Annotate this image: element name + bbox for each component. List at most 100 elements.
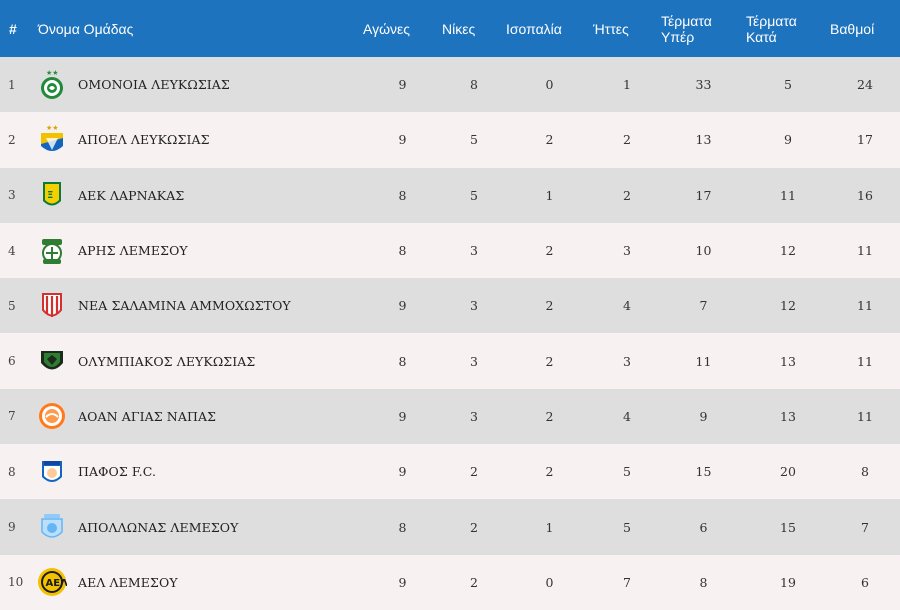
cell-goals-against: 19 <box>780 574 796 590</box>
aoan-logo-icon <box>37 400 67 432</box>
cell-wins: 5 <box>470 132 478 148</box>
cell-team[interactable]: ★★ ΑΠΟΕΛ ΛΕΥΚΩΣΙΑΣ <box>33 112 363 167</box>
cell-losses: 2 <box>623 132 631 148</box>
svg-text:★★: ★★ <box>46 69 59 77</box>
header-losses[interactable]: Ήττες <box>593 20 629 37</box>
cell-played: 8 <box>398 187 407 203</box>
cell-wins: 3 <box>470 243 478 259</box>
header-rank[interactable]: # <box>9 20 17 37</box>
cell-rank: 3 <box>8 188 16 203</box>
cell-played: 9 <box>398 298 407 314</box>
cell-wins: 5 <box>470 187 478 203</box>
cell-losses: 3 <box>623 243 631 259</box>
cell-goals-against: 9 <box>784 132 792 148</box>
header-wins[interactable]: Νίκες <box>442 20 476 37</box>
team-name-link[interactable]: ΑΠΟΛΛΩΝΑΣ ΛΕΜΕΣΟΥ <box>78 519 239 535</box>
cell-rank: 7 <box>8 409 16 424</box>
cell-played: 8 <box>398 519 407 535</box>
team-name-link[interactable]: ΑΟΑΝ ΑΓΙΑΣ ΝΑΠΑΣ <box>78 408 217 424</box>
cell-points: 11 <box>857 243 873 259</box>
cell-losses: 4 <box>623 298 631 314</box>
cell-goals-against: 5 <box>784 77 792 93</box>
team-name-link[interactable]: ΝΕΑ ΣΑΛΑΜΙΝΑ ΑΜΜΟΧΩΣΤΟΥ <box>78 298 291 314</box>
table-row: 6 ΟΛΥΜΠΙΑΚΟΣ ΛΕΥΚΩΣΙΑΣ 8 3 2 3 11 13 11 <box>0 333 900 389</box>
cell-points: 24 <box>857 77 873 93</box>
cell-played: 9 <box>398 132 407 148</box>
cell-rank: 6 <box>8 354 16 369</box>
cell-team[interactable]: ΑΟΑΝ ΑΓΙΑΣ ΝΑΠΑΣ <box>33 389 363 444</box>
header-goals-for-line1: Τέρματα <box>661 12 712 29</box>
cell-losses: 5 <box>623 519 631 535</box>
cell-draws: 2 <box>545 408 554 424</box>
cell-rank: 1 <box>8 77 16 92</box>
cell-team[interactable]: ΑΕΛ ΑΕΛ ΛΕΜΕΣΟΥ <box>33 555 363 610</box>
cell-goals-for: 7 <box>699 298 708 314</box>
cell-goals-for: 33 <box>695 77 712 93</box>
cell-draws: 2 <box>545 353 554 369</box>
cell-goals-against: 12 <box>780 298 796 314</box>
apoel-logo-icon: ★★ <box>37 124 67 156</box>
cell-wins: 8 <box>470 77 478 93</box>
team-name-link[interactable]: ΑΕΚ ΛΑΡΝΑΚΑΣ <box>78 187 185 203</box>
cell-goals-against: 20 <box>780 464 796 480</box>
cell-losses: 2 <box>623 187 631 203</box>
nea-salamina-logo-icon <box>37 290 67 322</box>
header-team[interactable]: Όνομα Ομάδας <box>38 20 134 37</box>
team-name-link[interactable]: ΟΛΥΜΠΙΑΚΟΣ ΛΕΥΚΩΣΙΑΣ <box>78 353 256 369</box>
cell-goals-for: 6 <box>699 519 708 535</box>
cell-team[interactable]: ΑΠΟΛΛΩΝΑΣ ΛΕΜΕΣΟΥ <box>33 499 363 554</box>
team-name-link[interactable]: ΟΜΟΝΟΙΑ ΛΕΥΚΩΣΙΑΣ <box>78 77 230 93</box>
cell-points: 7 <box>861 519 869 535</box>
header-goals-against[interactable]: Τέρματα Κατά <box>746 0 830 57</box>
team-name-link[interactable]: ΑΕΛ ΛΕΜΕΣΟΥ <box>78 574 178 590</box>
header-goals-against-line2: Κατά <box>746 28 777 45</box>
team-name-link[interactable]: ΑΡΗΣ ΛΕΜΕΣΟΥ <box>78 243 188 259</box>
apollon-logo-icon <box>37 511 67 543</box>
cell-team[interactable]: ΟΛΥΜΠΙΑΚΟΣ ΛΕΥΚΩΣΙΑΣ <box>33 333 363 388</box>
table-row: 4 ΑΡΗΣ ΛΕΜΕΣΟΥ 8 3 2 3 10 12 11 <box>0 222 900 279</box>
cell-team[interactable]: ΝΕΑ ΣΑΛΑΜΙΝΑ ΑΜΜΟΧΩΣΤΟΥ <box>33 278 363 333</box>
cell-team[interactable]: ΑΡΗΣ ΛΕΜΕΣΟΥ <box>33 223 363 278</box>
header-draws[interactable]: Ισοπαλία <box>506 20 562 37</box>
cell-played: 9 <box>398 574 407 590</box>
cell-goals-against: 13 <box>780 408 796 424</box>
cell-team[interactable]: ★★ ΟΜΟΝΟΙΑ ΛΕΥΚΩΣΙΑΣ <box>33 57 363 112</box>
header-goals-for[interactable]: Τέρματα Υπέρ <box>661 0 746 57</box>
table-row: 10 ΑΕΛ ΑΕΛ ΛΕΜΕΣΟΥ 9 2 0 7 8 19 6 <box>0 554 900 610</box>
cell-draws: 1 <box>545 187 554 203</box>
cell-rank: 10 <box>8 575 24 590</box>
cell-points: 11 <box>857 353 873 369</box>
cell-goals-against: 12 <box>780 243 796 259</box>
cell-draws: 2 <box>545 298 554 314</box>
header-goals-for-line2: Υπέρ <box>661 28 695 45</box>
ael-logo-icon: ΑΕΛ <box>37 566 67 598</box>
cell-draws: 2 <box>545 132 554 148</box>
table-row: 3 Ξ ΑΕΚ ΛΑΡΝΑΚΑΣ 8 5 1 2 17 11 16 <box>0 167 900 223</box>
cell-goals-against: 13 <box>780 353 796 369</box>
cell-goals-for: 10 <box>695 243 712 259</box>
cell-rank: 8 <box>8 464 16 479</box>
cell-draws: 1 <box>545 519 554 535</box>
header-goals-against-line1: Τέρματα <box>746 12 797 29</box>
table-row: 5 ΝΕΑ ΣΑΛΑΜΙΝΑ ΑΜΜΟΧΩΣΤΟΥ 9 3 2 4 7 12 11 <box>0 278 900 334</box>
cell-wins: 2 <box>470 464 478 480</box>
cell-losses: 5 <box>623 464 631 480</box>
cell-wins: 2 <box>470 519 478 535</box>
header-played[interactable]: Αγώνες <box>363 20 411 37</box>
omonoia-logo-icon: ★★ <box>37 69 67 101</box>
cell-team[interactable]: ΠΑΦΟΣ F.C. <box>33 444 363 499</box>
team-name-link[interactable]: ΑΠΟΕΛ ΛΕΥΚΩΣΙΑΣ <box>78 132 210 148</box>
cell-draws: 0 <box>545 574 554 590</box>
header-points[interactable]: Βαθμοί <box>830 20 875 37</box>
cell-rank: 5 <box>8 298 16 313</box>
cell-wins: 3 <box>470 408 478 424</box>
cell-losses: 1 <box>623 77 631 93</box>
cell-draws: 0 <box>545 77 554 93</box>
cell-goals-for: 9 <box>699 408 708 424</box>
team-name-link[interactable]: ΠΑΦΟΣ F.C. <box>78 464 157 480</box>
cell-goals-for: 15 <box>695 464 712 480</box>
cell-team[interactable]: Ξ ΑΕΚ ΛΑΡΝΑΚΑΣ <box>33 168 363 223</box>
cell-played: 9 <box>398 464 407 480</box>
svg-text:Ξ: Ξ <box>47 190 53 201</box>
table-row: 8 ΠΑΦΟΣ F.C. 9 2 2 5 15 20 8 <box>0 444 900 500</box>
